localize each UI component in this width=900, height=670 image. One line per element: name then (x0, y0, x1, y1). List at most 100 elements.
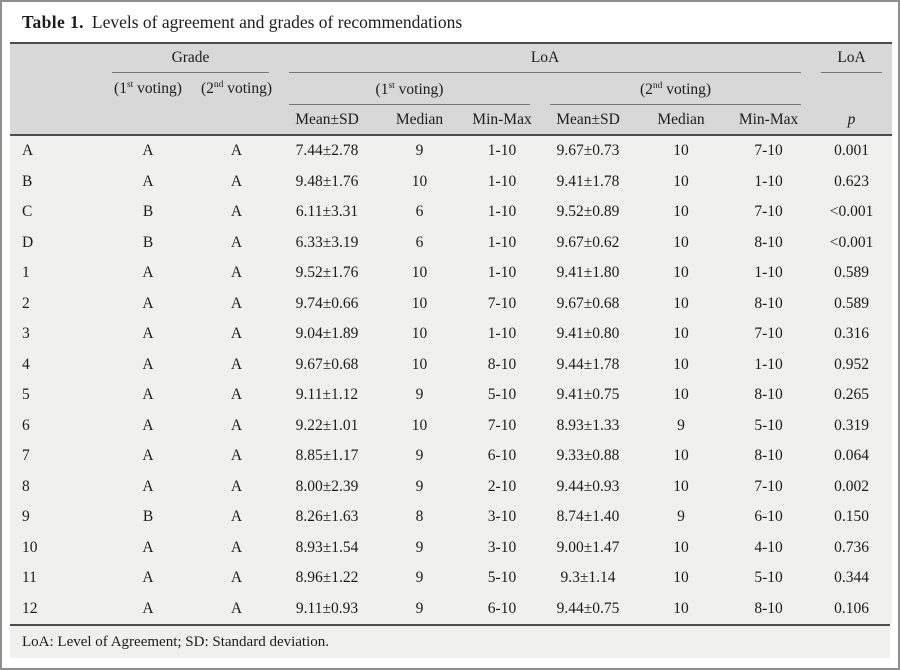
table-row: A A A 7.44±2.78 9 1-10 9.67±0.73 10 7-10 0.001 (10, 135, 893, 167)
table-row: 3 A A 9.04±1.89 10 1-10 9.41±0.80 10 7-10 0.316 (10, 319, 893, 350)
cell-v2-mean-sd: 9.52±0.89 (540, 197, 636, 228)
cell-v2-min-max: 6-10 (726, 502, 812, 533)
cell-v1-median: 10 (375, 166, 464, 197)
cell-label: D (10, 227, 102, 258)
cell-v1-median: 10 (375, 258, 464, 289)
cell-grade-v1: B (102, 502, 194, 533)
cell-p: 0.589 (811, 258, 893, 289)
cell-v2-min-max: 8-10 (726, 227, 812, 258)
cell-v1-mean-sd: 8.85±1.17 (279, 441, 375, 472)
loa-p-group-label: LoA (837, 49, 866, 66)
cell-v2-min-max: 5-10 (726, 410, 812, 441)
cell-label: 10 (10, 532, 102, 563)
table-row: 9 B A 8.26±1.63 8 3-10 8.74±1.40 9 6-10 0.150 (10, 502, 893, 533)
header-empty-cell (194, 105, 279, 136)
header-group-grade: Grade (102, 43, 279, 73)
cell-p: 0.623 (811, 166, 893, 197)
cell-label: 8 (10, 471, 102, 502)
cell-grade-v2: A (194, 410, 279, 441)
cell-v2-mean-sd: 9.00±1.47 (540, 532, 636, 563)
cell-label: C (10, 197, 102, 228)
cell-v1-min-max: 2-10 (464, 471, 540, 502)
cell-v1-median: 8 (375, 502, 464, 533)
header-group-loa-p: LoA (811, 43, 893, 73)
cell-grade-v1: A (102, 258, 194, 289)
cell-v2-mean-sd: 9.67±0.62 (540, 227, 636, 258)
cell-grade-v1: A (102, 441, 194, 472)
cell-grade-v2: A (194, 258, 279, 289)
cell-v1-mean-sd: 9.52±1.76 (279, 258, 375, 289)
header-loa-voting1: (1st voting) (279, 73, 540, 105)
cell-v2-min-max: 7-10 (726, 135, 812, 167)
cell-v2-median: 10 (636, 135, 726, 167)
cell-v1-mean-sd: 9.04±1.89 (279, 319, 375, 350)
cell-v2-median: 10 (636, 227, 726, 258)
cell-v1-median: 9 (375, 532, 464, 563)
cell-v2-median: 10 (636, 197, 726, 228)
cell-grade-v2: A (194, 563, 279, 594)
cell-v2-min-max: 1-10 (726, 349, 812, 380)
cell-p: 0.319 (811, 410, 893, 441)
cell-v1-median: 6 (375, 197, 464, 228)
cell-grade-v1: A (102, 319, 194, 350)
cell-v2-min-max: 7-10 (726, 197, 812, 228)
cell-grade-v1: A (102, 380, 194, 411)
cell-p: 0.316 (811, 319, 893, 350)
header-v2-mean-sd: Mean±SD (540, 105, 636, 136)
cell-v1-mean-sd: 8.26±1.63 (279, 502, 375, 533)
cell-label: 3 (10, 319, 102, 350)
cell-v1-median: 10 (375, 349, 464, 380)
cell-grade-v2: A (194, 135, 279, 167)
cell-v1-min-max: 6-10 (464, 593, 540, 624)
cell-v1-median: 9 (375, 471, 464, 502)
header-empty-cell (10, 43, 102, 73)
cell-label: 6 (10, 410, 102, 441)
cell-v1-mean-sd: 9.11±0.93 (279, 593, 375, 624)
cell-grade-v1: B (102, 227, 194, 258)
cell-v1-min-max: 1-10 (464, 135, 540, 167)
cell-v2-median: 10 (636, 319, 726, 350)
table-body: A A A 7.44±2.78 9 1-10 9.67±0.73 10 7-10 0.001 B A A… (10, 135, 893, 624)
cell-v2-median: 10 (636, 471, 726, 502)
cell-v2-median: 10 (636, 532, 726, 563)
cell-v1-median: 9 (375, 135, 464, 167)
header-group-loa: LoA (279, 43, 812, 73)
cell-v1-median: 9 (375, 563, 464, 594)
cell-v2-mean-sd: 9.41±0.80 (540, 319, 636, 350)
table-row: 1 A A 9.52±1.76 10 1-10 9.41±1.80 10 1-10 0.589 (10, 258, 893, 289)
cell-v2-min-max: 5-10 (726, 563, 812, 594)
cell-grade-v1: A (102, 288, 194, 319)
cell-v2-mean-sd: 9.44±0.75 (540, 593, 636, 624)
cell-grade-v2: A (194, 471, 279, 502)
cell-v1-median: 9 (375, 441, 464, 472)
cell-v2-min-max: 7-10 (726, 471, 812, 502)
header-group-row: Grade LoA LoA (10, 43, 893, 73)
loa-group-label: LoA (530, 49, 560, 66)
cell-v1-median: 10 (375, 410, 464, 441)
cell-label: 1 (10, 258, 102, 289)
table-title-label: Table 1. (22, 11, 84, 32)
cell-v2-median: 10 (636, 349, 726, 380)
cell-v1-min-max: 6-10 (464, 441, 540, 472)
table-row: 4 A A 9.67±0.68 10 8-10 9.44±1.78 10 1-10 0.952 (10, 349, 893, 380)
ordinal-suffix: nd (213, 79, 224, 90)
cell-grade-v2: A (194, 227, 279, 258)
cell-v1-min-max: 1-10 (464, 258, 540, 289)
cell-v1-mean-sd: 8.96±1.22 (279, 563, 375, 594)
table-row: D B A 6.33±3.19 6 1-10 9.67±0.62 10 8-10 <0.001 (10, 227, 893, 258)
cell-grade-v1: A (102, 563, 194, 594)
table-row: 10 A A 8.93±1.54 9 3-10 9.00±1.47 10 4-10 0.736 (10, 532, 893, 563)
cell-grade-v2: A (194, 288, 279, 319)
cell-grade-v2: A (194, 166, 279, 197)
header-voting-row: (1st voting) (2nd voting) (1st voting) (… (10, 73, 893, 105)
header-v1-median: Median (375, 105, 464, 136)
table-title: Table 1. Levels of agreement and grades … (2, 2, 898, 42)
cell-v2-median: 10 (636, 593, 726, 624)
cell-p: 0.952 (811, 349, 893, 380)
cell-p: 0.589 (811, 288, 893, 319)
table-row: 12 A A 9.11±0.93 9 6-10 9.44±0.75 10 8-10 0.106 (10, 593, 893, 624)
cell-p: 0.001 (811, 135, 893, 167)
cell-label: 7 (10, 441, 102, 472)
cell-grade-v1: A (102, 532, 194, 563)
header-empty-cell (10, 105, 102, 136)
